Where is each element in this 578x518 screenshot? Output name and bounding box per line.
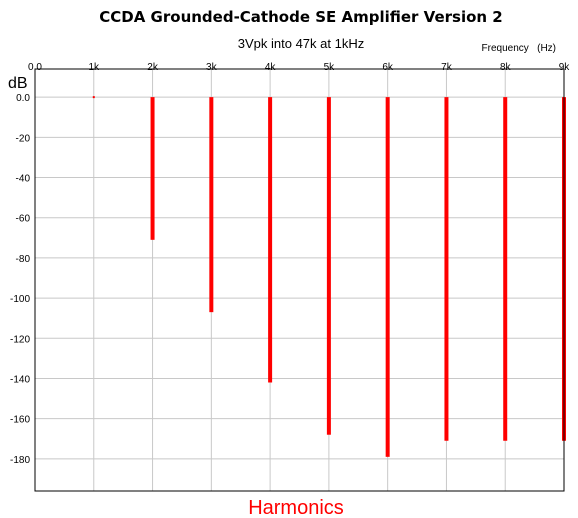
- harmonic-bar-4: [268, 97, 273, 383]
- plot-frame: [34, 68, 565, 492]
- harmonic-bar-7: [444, 97, 449, 441]
- x-tick-label: 7k: [441, 62, 453, 73]
- y-tick-label: -160: [10, 415, 30, 426]
- footer-label: Harmonics: [248, 497, 344, 518]
- chart-subtitle: 3Vpk into 47k at 1kHz: [238, 36, 364, 51]
- harmonic-bar-5: [326, 97, 331, 435]
- x-axis-label: Frequency (Hz): [482, 43, 556, 54]
- harmonic-bar-6: [385, 97, 390, 457]
- y-tick-label: -80: [16, 254, 31, 265]
- x-tick-label: 8k: [500, 62, 512, 73]
- chart-title: CCDA Grounded-Cathode SE Amplifier Versi…: [99, 8, 502, 26]
- harmonic-bar-3: [209, 97, 214, 313]
- tick-labels: 0.0 1k 2k 3k 4k 5k 6k 7k 8k 9k 0.0 -20 -40 -60 -80 -100…: [10, 62, 570, 466]
- y-tick-label: -60: [16, 214, 31, 225]
- x-tick-label: 3k: [206, 62, 218, 73]
- y-tick-label: -140: [10, 374, 30, 385]
- y-tick-label: 0.0: [16, 93, 30, 104]
- x-tick-label: 1k: [88, 62, 100, 73]
- x-tick-label: 2k: [147, 62, 159, 73]
- harmonic-bar-1: [92, 96, 95, 99]
- x-tick-label: 6k: [382, 62, 394, 73]
- y-tick-label: -180: [10, 455, 30, 466]
- y-tick-label: -100: [10, 294, 30, 305]
- y-tick-label: -120: [10, 334, 30, 345]
- y-axis-label: dB: [8, 75, 28, 92]
- harmonic-bar-8: [503, 97, 508, 441]
- harmonic-bar-2: [150, 97, 155, 240]
- x-tick-label: 4k: [265, 62, 277, 73]
- harmonic-bars: [92, 96, 566, 457]
- grid-lines: [35, 69, 564, 491]
- y-tick-label: -20: [16, 133, 31, 144]
- x-tick-label: 5k: [324, 62, 336, 73]
- x-tick-label: 0.0: [28, 62, 42, 73]
- x-tick-label: 9k: [559, 62, 571, 73]
- y-tick-label: -40: [16, 174, 31, 185]
